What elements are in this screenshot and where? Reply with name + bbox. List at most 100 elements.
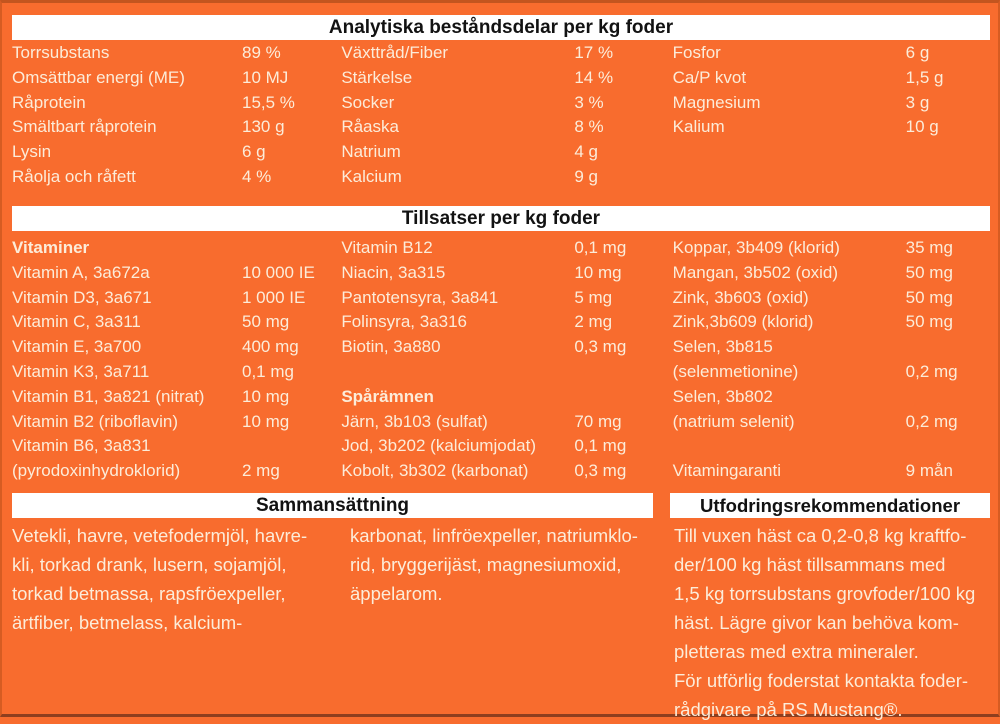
analytical-section-header: Analytiska beståndsdelar per kg foder xyxy=(12,15,990,40)
nutrient-label: Vitamin E, 3a700 xyxy=(12,337,142,357)
nutrient-value: 4 g xyxy=(574,142,598,162)
analytical-column-1: Torrsubstans 89 % Omsättbar energi (ME) 10 … xyxy=(12,43,341,192)
nutrient-value: 0,1 mg xyxy=(574,238,627,257)
nutrient-row: Vitamin A, 3a672a 10 000 IE xyxy=(12,263,341,288)
nutrient-row: Fosfor 6 g xyxy=(673,43,988,68)
nutrient-row: Niacin, 3a315 10 mg xyxy=(341,263,672,288)
nutrient-value: 17 % xyxy=(574,43,614,62)
nutrient-label: Zink,3b609 (klorid) xyxy=(672,312,814,332)
nutrient-value: 3 % xyxy=(574,92,604,112)
text-line: kli, torkad drank, lusern, sojamjöl, xyxy=(12,554,287,575)
nutrient-row xyxy=(673,436,988,461)
nutrient-label: Natrium xyxy=(341,142,401,162)
nutrient-row: Råaska 8 % xyxy=(341,117,672,142)
nutrient-value: 1 000 IE xyxy=(242,287,306,307)
composition-section-header: Sammansättning xyxy=(12,493,653,518)
text-line: häst. Lägre givor kan behöva kom- xyxy=(674,612,959,633)
text-line: 1,5 kg torrsubstans grovfoder/100 kg xyxy=(674,583,976,604)
nutrient-value: 10 mg xyxy=(242,386,290,406)
additives-column-vitamins: Vitaminer Vitamin A, 3a672a 10 000 IE Vitam… xyxy=(12,238,341,486)
nutrient-row: Ca/P kvot 1,5 g xyxy=(673,68,988,93)
nutrient-label: Socker xyxy=(341,92,395,112)
nutrient-value: 50 mg xyxy=(242,312,290,332)
nutrient-row: Mangan, 3b502 (oxid) 50 mg xyxy=(673,263,988,288)
text-line: Vetekli, havre, vetefodermjöl, havre- xyxy=(12,525,308,546)
nutrient-value: 10 000 IE xyxy=(242,262,315,282)
nutrient-row: (natrium selenit) 0,2 mg xyxy=(673,412,988,437)
additives-section-header: Tillsatser per kg foder xyxy=(12,206,990,231)
analytical-column-3: Fosfor 6 g Ca/P kvot 1,5 g Magnesium 3 g Kaliu… xyxy=(673,43,988,192)
nutrient-label: Niacin, 3a315 xyxy=(341,262,446,282)
nutrient-row: Spårämnen xyxy=(341,387,672,412)
nutrient-row: Kobolt, 3b302 (karbonat) 0,3 mg xyxy=(341,461,672,486)
nutrient-label: Stärkelse xyxy=(341,67,413,87)
nutrient-value: 130 g xyxy=(242,117,285,137)
nutrient-row: Kalium 10 g xyxy=(673,117,988,142)
nutrient-value: 1,5 g xyxy=(905,67,944,87)
nutrient-value: 50 mg xyxy=(905,287,953,307)
nutrient-value: 9 mån xyxy=(905,461,953,481)
nutrient-label: Vitamin B12 xyxy=(341,238,433,257)
nutrient-row xyxy=(341,362,672,387)
nutrient-row: Kalcium 9 g xyxy=(341,167,672,192)
nutrient-row: Vitamin K3, 3a711 0,1 mg xyxy=(12,362,341,387)
text-line: rid, bryggerijäst, magnesiumoxid, xyxy=(350,554,622,575)
nutrient-value: 10 mg xyxy=(574,262,622,282)
nutrient-value: 10 mg xyxy=(242,411,290,431)
nutrient-value: 0,2 mg xyxy=(905,361,958,381)
nutrient-label: Vitamin D3, 3a671 xyxy=(12,287,152,307)
nutrient-value: 35 mg xyxy=(905,238,953,257)
text-line: der/100 kg häst tillsammans med xyxy=(674,554,946,575)
nutrient-row: Omsättbar energi (ME) 10 MJ xyxy=(12,68,341,93)
nutrient-label: Folinsyra, 3a316 xyxy=(341,312,468,332)
text-line: För utförlig foderstat kontakta foder- xyxy=(674,670,969,691)
nutrient-value: 10 MJ xyxy=(242,67,289,87)
nutrient-label: Vitamin B1, 3a821 (nitrat) xyxy=(12,386,205,406)
nutrient-label: Pantotensyra, 3a841 xyxy=(341,287,499,307)
nutrient-value: 50 mg xyxy=(905,312,953,332)
nutrient-value: 4 % xyxy=(242,166,272,186)
nutrient-row: (selenmetionine) 0,2 mg xyxy=(673,362,988,387)
nutrient-label: Kalium xyxy=(672,117,725,137)
nutrient-row: (pyrodoxinhydroklorid) 2 mg xyxy=(12,461,341,486)
nutrient-label: Vitamin K3, 3a711 xyxy=(12,361,150,381)
nutrient-value: 3 g xyxy=(905,92,930,112)
nutrient-label: Zink, 3b603 (oxid) xyxy=(672,287,809,307)
nutrient-value: 0,2 mg xyxy=(905,411,958,431)
nutrient-value: 6 g xyxy=(242,142,266,162)
composition-text-col2: karbonat, linfröexpeller, natriumklo-rid… xyxy=(350,521,660,608)
nutrient-value: 50 mg xyxy=(905,262,953,282)
additives-column-minerals: Koppar, 3b409 (klorid) 35 mg Mangan, 3b502… xyxy=(673,238,988,486)
nutrient-label: Koppar, 3b409 (klorid) xyxy=(672,238,840,257)
nutrient-row: Vitamin E, 3a700 400 mg xyxy=(12,337,341,362)
nutrient-label: Jod, 3b202 (kalciumjodat) xyxy=(341,436,536,456)
nutrient-value: 10 g xyxy=(905,117,939,137)
nutrient-row: Vitaminer xyxy=(12,238,341,263)
nutrient-label: (selenmetionine) xyxy=(672,361,799,381)
nutrient-label: Vitamin C, 3a311 xyxy=(12,312,141,332)
nutrient-value: 0,3 mg xyxy=(574,461,627,481)
text-line: rådgivare på RS Mustang®. xyxy=(674,699,903,720)
nutrient-row: Zink,3b609 (klorid) 50 mg xyxy=(673,312,988,337)
feeding-text: Till vuxen häst ca 0,2-0,8 kg kraftfo-de… xyxy=(674,521,992,724)
text-line: Till vuxen häst ca 0,2-0,8 kg kraftfo- xyxy=(674,525,967,546)
text-line: ärtfiber, betmelass, kalcium- xyxy=(12,612,243,633)
nutrient-row: Koppar, 3b409 (klorid) 35 mg xyxy=(673,238,988,263)
nutrient-label: Råolja och råfett xyxy=(12,166,136,186)
nutrient-value: 2 mg xyxy=(574,312,613,332)
nutrient-row: Torrsubstans 89 % xyxy=(12,43,341,68)
nutrient-value: 6 g xyxy=(905,43,930,62)
nutrient-row: Folinsyra, 3a316 2 mg xyxy=(341,312,672,337)
text-line: karbonat, linfröexpeller, natriumklo- xyxy=(350,525,638,546)
text-line: pletteras med extra mineraler. xyxy=(674,641,919,662)
nutrient-row: Vitamin C, 3a311 50 mg xyxy=(12,312,341,337)
nutrient-label: Vitamin A, 3a672a xyxy=(12,262,150,282)
additives-column-trace: Vitamin B12 0,1 mg Niacin, 3a315 10 mg Panto… xyxy=(341,238,672,486)
nutrient-row: Järn, 3b103 (sulfat) 70 mg xyxy=(341,412,672,437)
nutrient-row: Selen, 3b815 xyxy=(673,337,988,362)
nutrient-value: 5 mg xyxy=(574,287,613,307)
nutrient-label: Vitamingaranti xyxy=(672,461,782,481)
nutrient-label: Vitamin B6, 3a831 xyxy=(12,436,151,456)
nutrient-value: 15,5 % xyxy=(242,92,295,112)
